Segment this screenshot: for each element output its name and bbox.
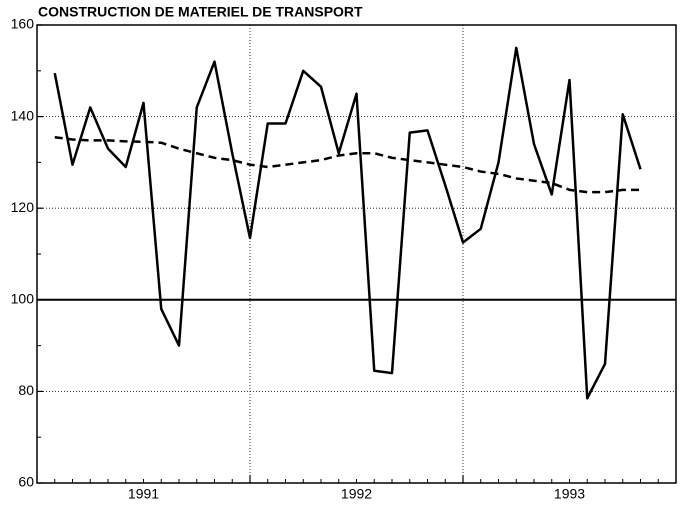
y-tick-label: 100 xyxy=(11,291,35,307)
x-tick-label: 1993 xyxy=(554,486,585,502)
y-tick-label: 140 xyxy=(11,107,35,123)
x-tick-label: 1991 xyxy=(128,486,159,502)
y-tick-label: 120 xyxy=(11,199,35,215)
chart-title: CONSTRUCTION DE MATERIEL DE TRANSPORT xyxy=(38,4,363,20)
series-line xyxy=(53,46,642,400)
series-line xyxy=(54,135,641,194)
y-tick-label: 160 xyxy=(11,16,35,32)
y-tick-label: 60 xyxy=(18,474,34,490)
y-tick-label: 80 xyxy=(18,382,34,398)
x-tick-label: 1992 xyxy=(341,486,372,502)
